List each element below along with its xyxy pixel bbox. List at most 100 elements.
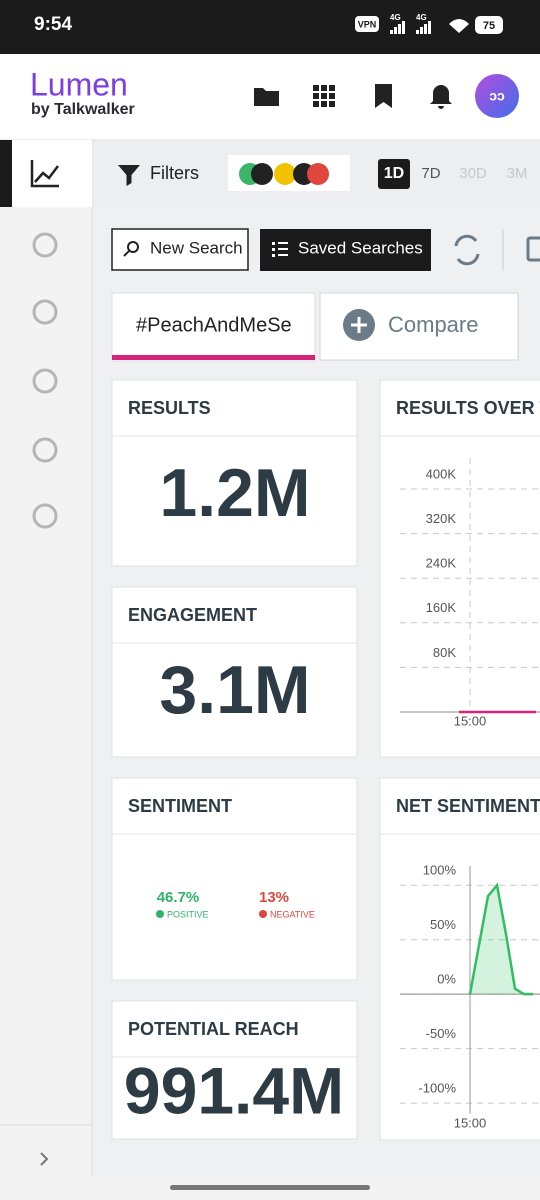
expand-chevron[interactable] [40, 1152, 49, 1166]
engagement-card [111, 586, 358, 758]
sidebar-icon[interactable] [32, 299, 58, 325]
signal-bar [420, 27, 423, 34]
sidebar-active-bar [0, 140, 12, 207]
negative-label: NEGATIVE [270, 909, 315, 919]
compare-plus [351, 317, 367, 333]
x-tick-label: 15:00 [454, 1115, 487, 1130]
apps-icon[interactable] [313, 93, 319, 99]
y-tick-label: -100% [418, 1081, 456, 1096]
card-title: RESULTS [128, 398, 211, 418]
y-tick-label: 160K [426, 600, 457, 615]
filter-chip[interactable] [274, 163, 296, 185]
line [468, 882, 533, 996]
signal-bar [390, 30, 393, 34]
reach-card [111, 1000, 358, 1140]
list-icon [272, 242, 275, 245]
period-active[interactable] [378, 159, 410, 189]
sidebar-icon[interactable] [32, 437, 58, 463]
filter-chip[interactable] [307, 163, 329, 185]
apps-icon[interactable] [329, 101, 335, 107]
brand-sub: by Talkwalker [31, 101, 135, 118]
period[interactable]: 3M [507, 165, 528, 182]
query-name[interactable]: #PeachAndMeSe [136, 314, 292, 336]
status-bar [0, 0, 540, 54]
apps-icon[interactable] [329, 85, 335, 91]
sidebar [0, 140, 92, 1200]
signal-bar [398, 24, 401, 34]
period[interactable]: 30D [459, 165, 487, 182]
apps-icon[interactable] [313, 101, 319, 107]
clock: 9:54 [34, 14, 72, 35]
list-icon [278, 254, 288, 256]
signal-bar [394, 27, 397, 34]
chart-card [379, 777, 540, 1141]
save-icon[interactable] [526, 236, 540, 262]
list-icon [272, 248, 275, 251]
avatar[interactable] [475, 74, 519, 118]
apps-icon[interactable] [321, 93, 327, 99]
x-tick-label: 15:00 [454, 713, 487, 728]
query-tab[interactable] [111, 292, 316, 362]
y-tick-label: 320K [426, 511, 457, 526]
compare[interactable]: Compare [388, 312, 478, 337]
query-underline [112, 355, 315, 360]
list-icon [272, 254, 275, 257]
card-title: ENGAGEMENT [128, 605, 257, 625]
folder-icon[interactable] [254, 88, 279, 106]
wifi-icon [449, 19, 469, 33]
filter-icon[interactable] [118, 165, 140, 186]
search-icon [127, 241, 139, 253]
network: 4G [416, 13, 427, 22]
signal-bar [424, 24, 427, 34]
apps-icon[interactable] [321, 101, 327, 107]
avatar-initials[interactable]: ɔɔ [489, 88, 505, 104]
filter-chip[interactable] [251, 163, 273, 185]
apps-icon[interactable] [313, 85, 319, 91]
sidebar-icon[interactable] [32, 368, 58, 394]
bell-icon[interactable] [430, 85, 452, 109]
list-icon [278, 242, 288, 244]
search-icon [123, 250, 130, 257]
positive-icon [156, 910, 164, 918]
nav-handle [170, 1185, 370, 1190]
sentiment-card [111, 777, 358, 981]
new-search-button[interactable] [111, 228, 249, 271]
saved-searches-button[interactable] [260, 229, 431, 271]
network: 4G [390, 13, 401, 22]
filters[interactable]: Filters [150, 163, 199, 183]
card-title: SENTIMENT [128, 796, 232, 816]
period[interactable]: 1D [384, 165, 404, 182]
saved-searches[interactable]: Saved Searches [298, 238, 423, 257]
metric-value: 1.2M [159, 455, 310, 531]
new-search[interactable]: New Search [150, 238, 243, 257]
signal-bar [416, 30, 419, 34]
positive-value: 46.7% [157, 889, 200, 906]
vpn: VPN [358, 19, 377, 29]
sidebar-icon[interactable] [32, 503, 58, 529]
y-tick-label: 0% [437, 972, 456, 987]
positive-label: POSITIVE [167, 909, 209, 919]
list-icon [278, 248, 288, 250]
refresh-icon[interactable] [454, 234, 480, 266]
vpn-badge [355, 16, 379, 32]
apps-icon[interactable] [321, 85, 327, 91]
brand: Lumen [30, 66, 128, 102]
y-tick-label: -50% [426, 1026, 457, 1041]
trend-icon[interactable] [30, 160, 59, 188]
negative-icon [259, 910, 267, 918]
signal-bar [402, 21, 405, 34]
apps-icon[interactable] [329, 93, 335, 99]
y-tick-label: 100% [423, 863, 457, 878]
chart-card [379, 379, 540, 758]
sidebar-icon[interactable] [32, 232, 58, 258]
period[interactable]: 7D [421, 165, 440, 182]
battery-level: 75 [483, 20, 495, 32]
bookmark-icon[interactable] [375, 84, 392, 108]
y-tick-label: 80K [433, 645, 456, 660]
y-tick-label: 50% [430, 917, 456, 932]
sidebar-active [0, 140, 92, 207]
card-title: POTENTIAL REACH [128, 1019, 299, 1039]
negative-value: 13% [259, 889, 289, 906]
y-tick-label: 240K [426, 556, 457, 571]
